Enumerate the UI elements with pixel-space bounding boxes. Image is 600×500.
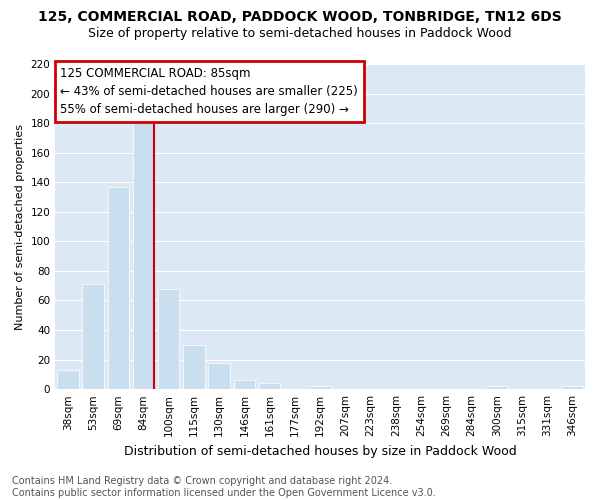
Bar xyxy=(158,288,179,389)
Bar xyxy=(107,186,129,389)
Y-axis label: Number of semi-detached properties: Number of semi-detached properties xyxy=(15,124,25,330)
Bar xyxy=(562,386,583,389)
Text: 125, COMMERCIAL ROAD, PADDOCK WOOD, TONBRIDGE, TN12 6DS: 125, COMMERCIAL ROAD, PADDOCK WOOD, TONB… xyxy=(38,10,562,24)
Bar xyxy=(310,386,331,389)
Bar xyxy=(486,386,508,389)
X-axis label: Distribution of semi-detached houses by size in Paddock Wood: Distribution of semi-detached houses by … xyxy=(124,444,517,458)
Bar xyxy=(82,284,104,389)
Text: Size of property relative to semi-detached houses in Paddock Wood: Size of property relative to semi-detach… xyxy=(88,28,512,40)
Bar xyxy=(259,384,280,389)
Bar xyxy=(208,362,230,389)
Bar xyxy=(233,380,255,389)
Text: 125 COMMERCIAL ROAD: 85sqm
← 43% of semi-detached houses are smaller (225)
55% o: 125 COMMERCIAL ROAD: 85sqm ← 43% of semi… xyxy=(61,68,358,116)
Text: Contains HM Land Registry data © Crown copyright and database right 2024.
Contai: Contains HM Land Registry data © Crown c… xyxy=(12,476,436,498)
Bar xyxy=(57,370,79,389)
Bar xyxy=(133,123,154,389)
Bar xyxy=(183,345,205,389)
